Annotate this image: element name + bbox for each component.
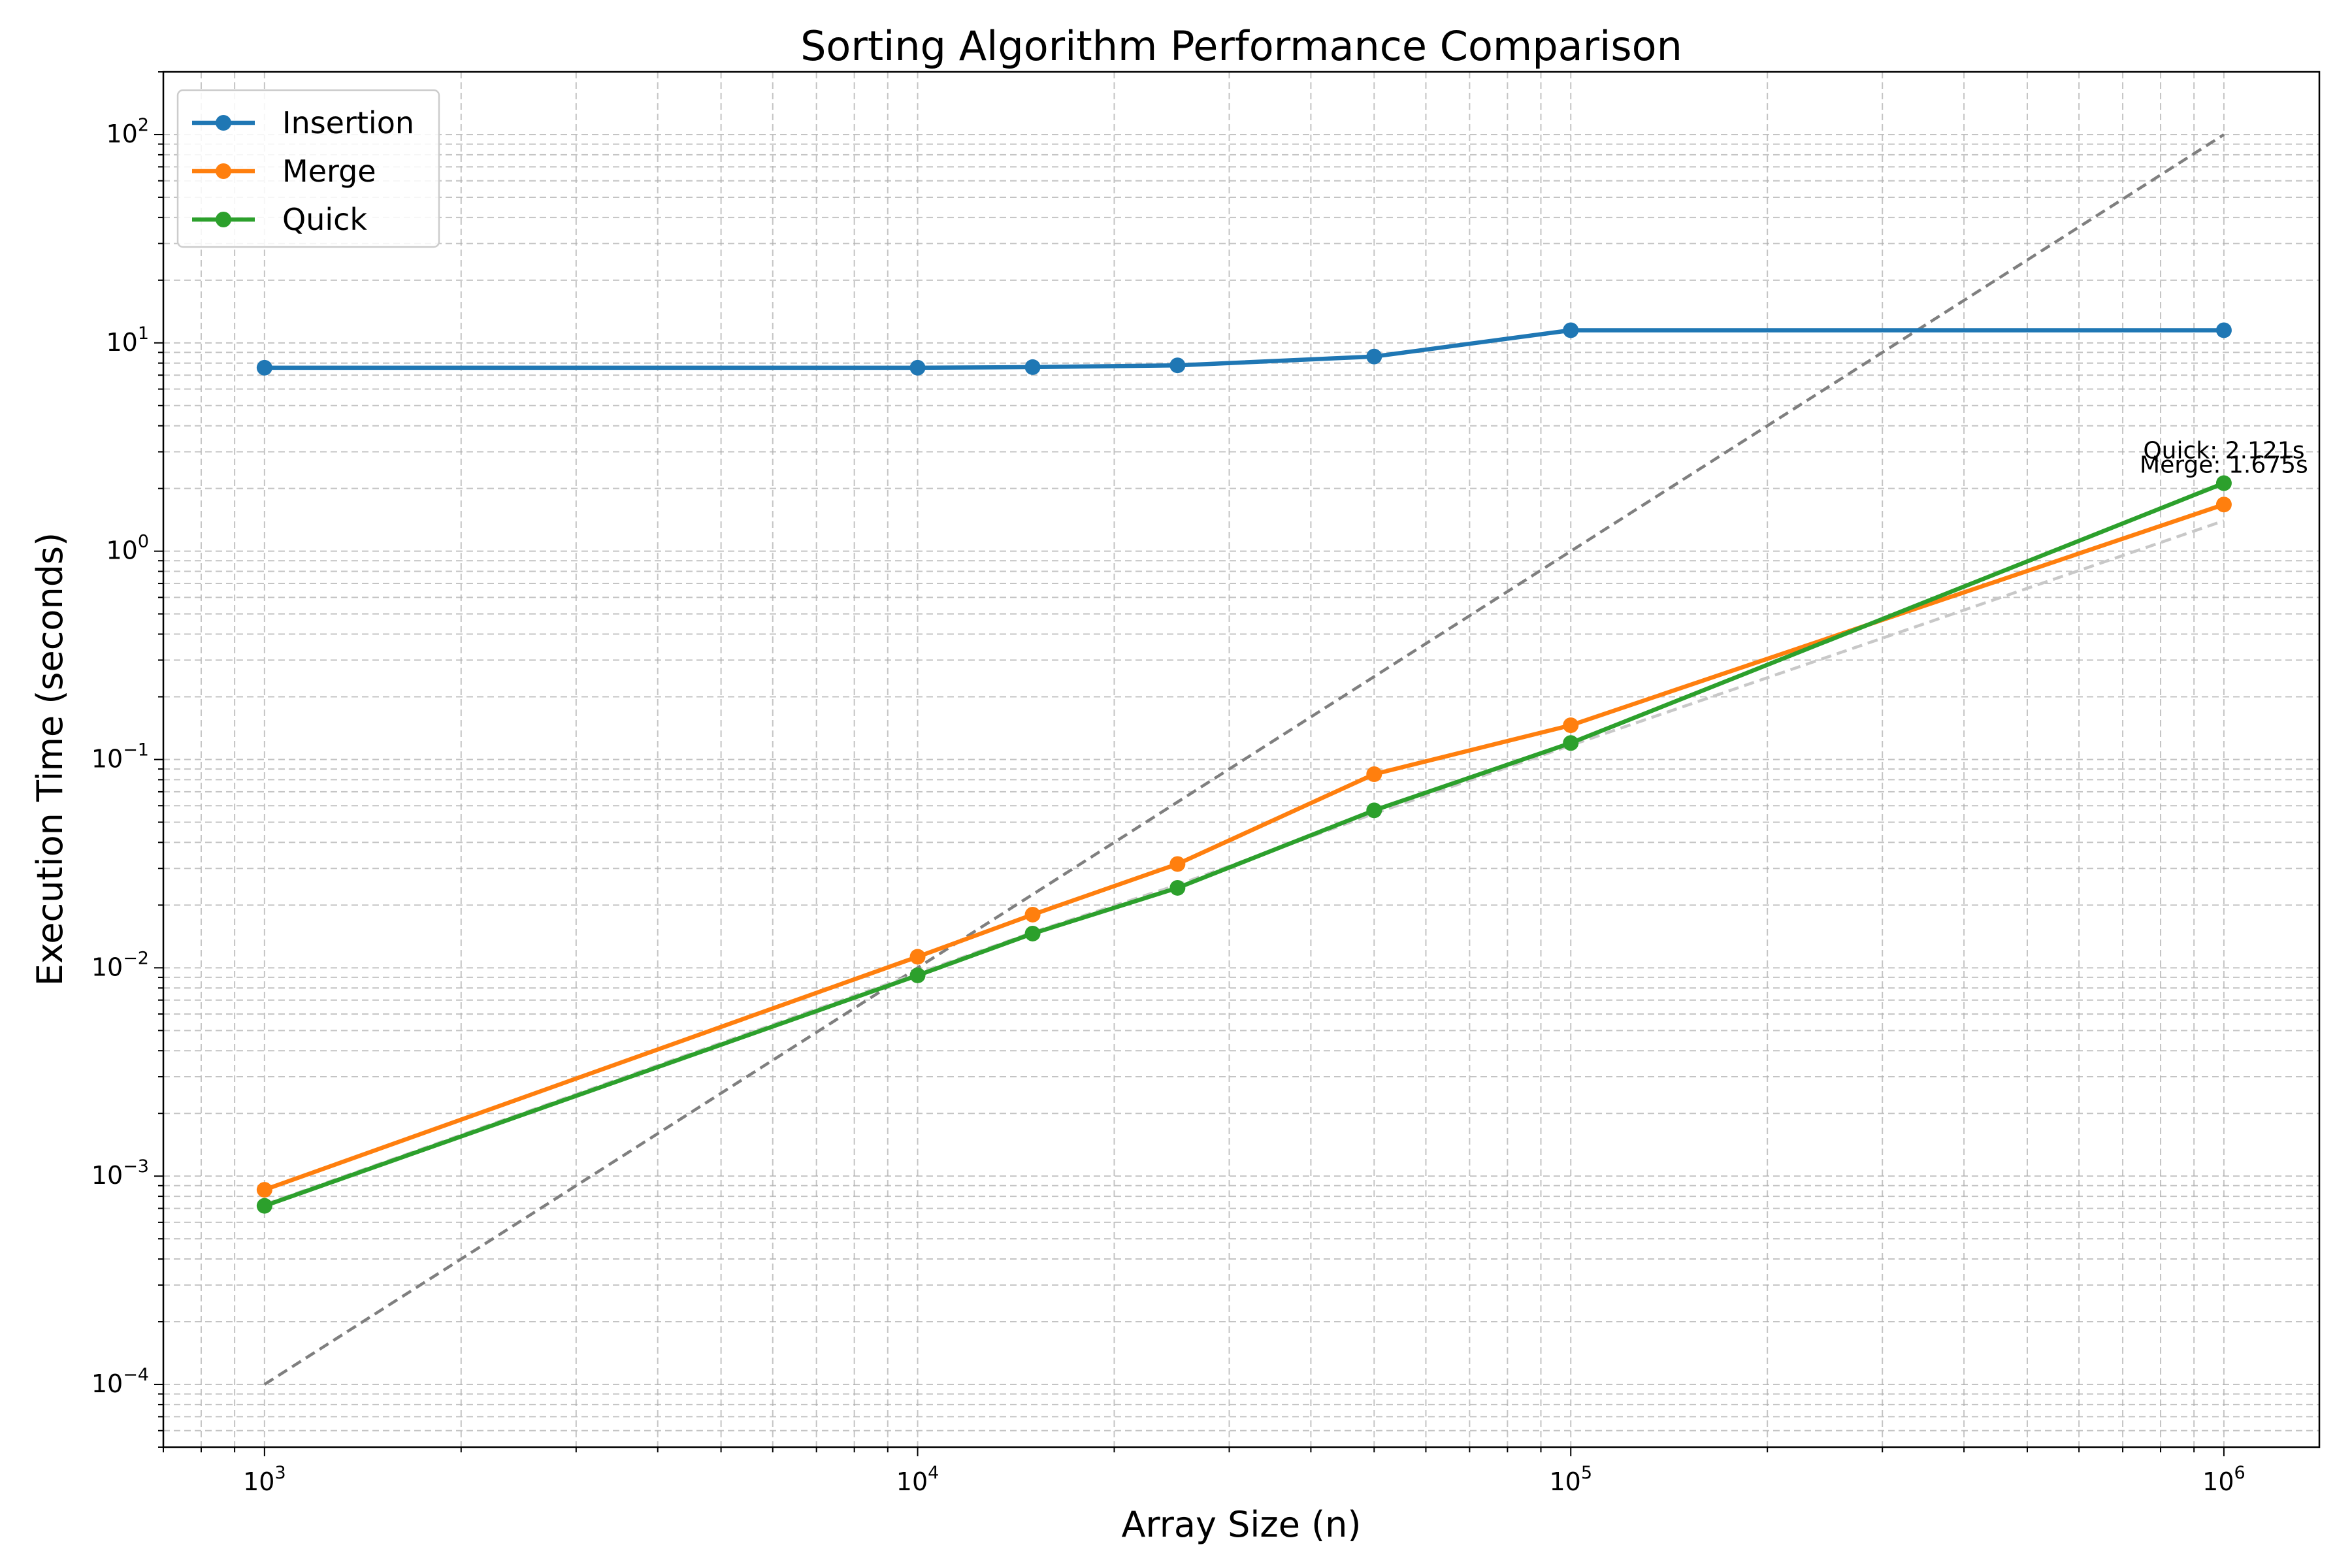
data-point-insertion xyxy=(909,359,926,376)
data-point-insertion xyxy=(1169,357,1186,374)
data-point-quick xyxy=(2215,475,2232,491)
data-point-insertion xyxy=(1563,322,1579,338)
data-point-merge xyxy=(1169,856,1186,872)
data-point-merge xyxy=(1563,717,1579,734)
x-tick-label: 104 xyxy=(896,1463,939,1496)
y-tick-label: 10−4 xyxy=(91,1365,149,1398)
data-point-quick xyxy=(1024,925,1041,941)
data-point-insertion xyxy=(256,359,272,376)
y-tick-label: 10−3 xyxy=(91,1156,149,1190)
data-point-merge xyxy=(909,949,926,965)
data-point-quick xyxy=(1169,879,1186,896)
annotation-label: Merge: 1.675s xyxy=(2140,452,2308,479)
y-tick-label: 10−1 xyxy=(91,740,149,774)
data-series xyxy=(256,322,2232,1214)
x-tick-label: 106 xyxy=(2202,1463,2246,1496)
x-axis-label: Array Size (n) xyxy=(1122,1504,1362,1545)
data-point-merge xyxy=(1024,906,1041,923)
reference-line xyxy=(263,133,2225,1386)
legend: Insertion Merge Quick xyxy=(176,89,440,248)
legend-box xyxy=(176,89,440,248)
data-point-merge xyxy=(2215,497,2232,513)
legend-marker-insertion xyxy=(216,115,231,131)
data-point-insertion xyxy=(2215,322,2232,338)
legend-label-quick: Quick xyxy=(282,202,367,237)
data-point-merge xyxy=(256,1182,272,1198)
y-axis-label: Execution Time (seconds) xyxy=(29,532,71,986)
y-tick-label: 101 xyxy=(106,323,149,357)
data-point-quick xyxy=(1366,802,1382,819)
annotation-label: Quick: 2.121s xyxy=(2143,438,2304,465)
legend-marker-merge xyxy=(216,163,231,179)
x-tick-label: 103 xyxy=(243,1463,286,1496)
grid xyxy=(163,71,2319,1448)
legend-label-insertion: Insertion xyxy=(282,105,414,140)
chart-title: Sorting Algorithm Performance Comparison xyxy=(800,22,1682,70)
y-tick-label: 102 xyxy=(106,115,149,148)
legend-marker-quick xyxy=(216,212,231,227)
data-point-insertion xyxy=(1024,359,1041,375)
y-tick-label: 100 xyxy=(106,532,149,565)
data-point-quick xyxy=(1563,735,1579,751)
ticks: 103 104 105 106 10−4 10−3 10−2 10−1 100 101 102 xyxy=(91,71,2246,1496)
data-point-insertion xyxy=(1366,348,1382,365)
data-point-merge xyxy=(1366,766,1382,783)
data-point-quick xyxy=(909,967,926,983)
y-tick-label: 10−2 xyxy=(91,948,149,981)
legend-label-merge: Merge xyxy=(282,154,376,189)
data-point-quick xyxy=(256,1198,272,1214)
x-tick-label: 105 xyxy=(1549,1463,1592,1496)
